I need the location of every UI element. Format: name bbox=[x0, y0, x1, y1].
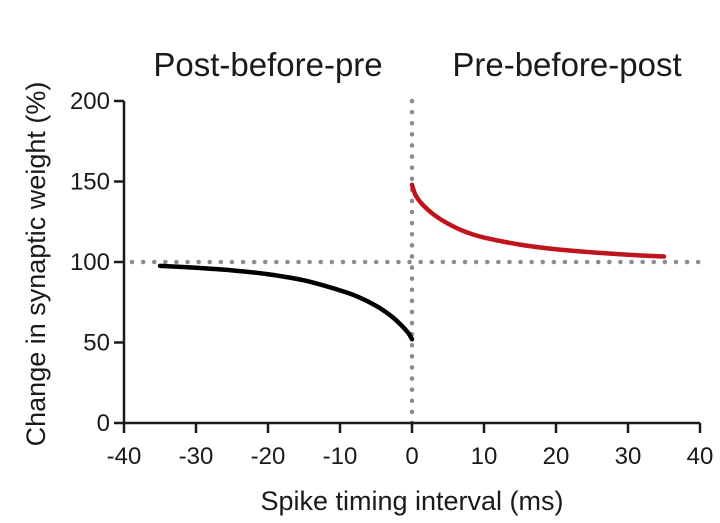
x-tick-label: -10 bbox=[323, 443, 358, 470]
y-tick-label: 100 bbox=[70, 249, 110, 276]
ltd-curve-line bbox=[160, 266, 412, 339]
tick-labels: 0 50 100 150 200 -40 -30 -20 -10 0 10 20 30 40 bbox=[70, 88, 713, 470]
y-tick-label: 50 bbox=[83, 330, 110, 357]
x-tick-label: 30 bbox=[615, 443, 642, 470]
y-tick-label: 0 bbox=[97, 410, 110, 437]
post-before-pre-label: Post-before-pre bbox=[153, 46, 382, 83]
x-tick-label: -40 bbox=[107, 443, 142, 470]
reference-lines bbox=[132, 101, 700, 423]
y-tick-label: 200 bbox=[70, 88, 110, 115]
pre-before-post-label: Pre-before-post bbox=[452, 46, 681, 83]
x-axis-title: Spike timing interval (ms) bbox=[260, 486, 563, 516]
y-axis-title: Change in synaptic weight (%) bbox=[21, 82, 51, 447]
x-tick-label: 40 bbox=[687, 443, 714, 470]
ltp-curve-line bbox=[412, 185, 664, 257]
x-tick-label: 10 bbox=[471, 443, 498, 470]
x-tick-label: 20 bbox=[543, 443, 570, 470]
y-tick-label: 150 bbox=[70, 169, 110, 196]
x-tick-label: 0 bbox=[405, 443, 418, 470]
x-tick-label: -30 bbox=[179, 443, 214, 470]
x-tick-label: -20 bbox=[251, 443, 286, 470]
